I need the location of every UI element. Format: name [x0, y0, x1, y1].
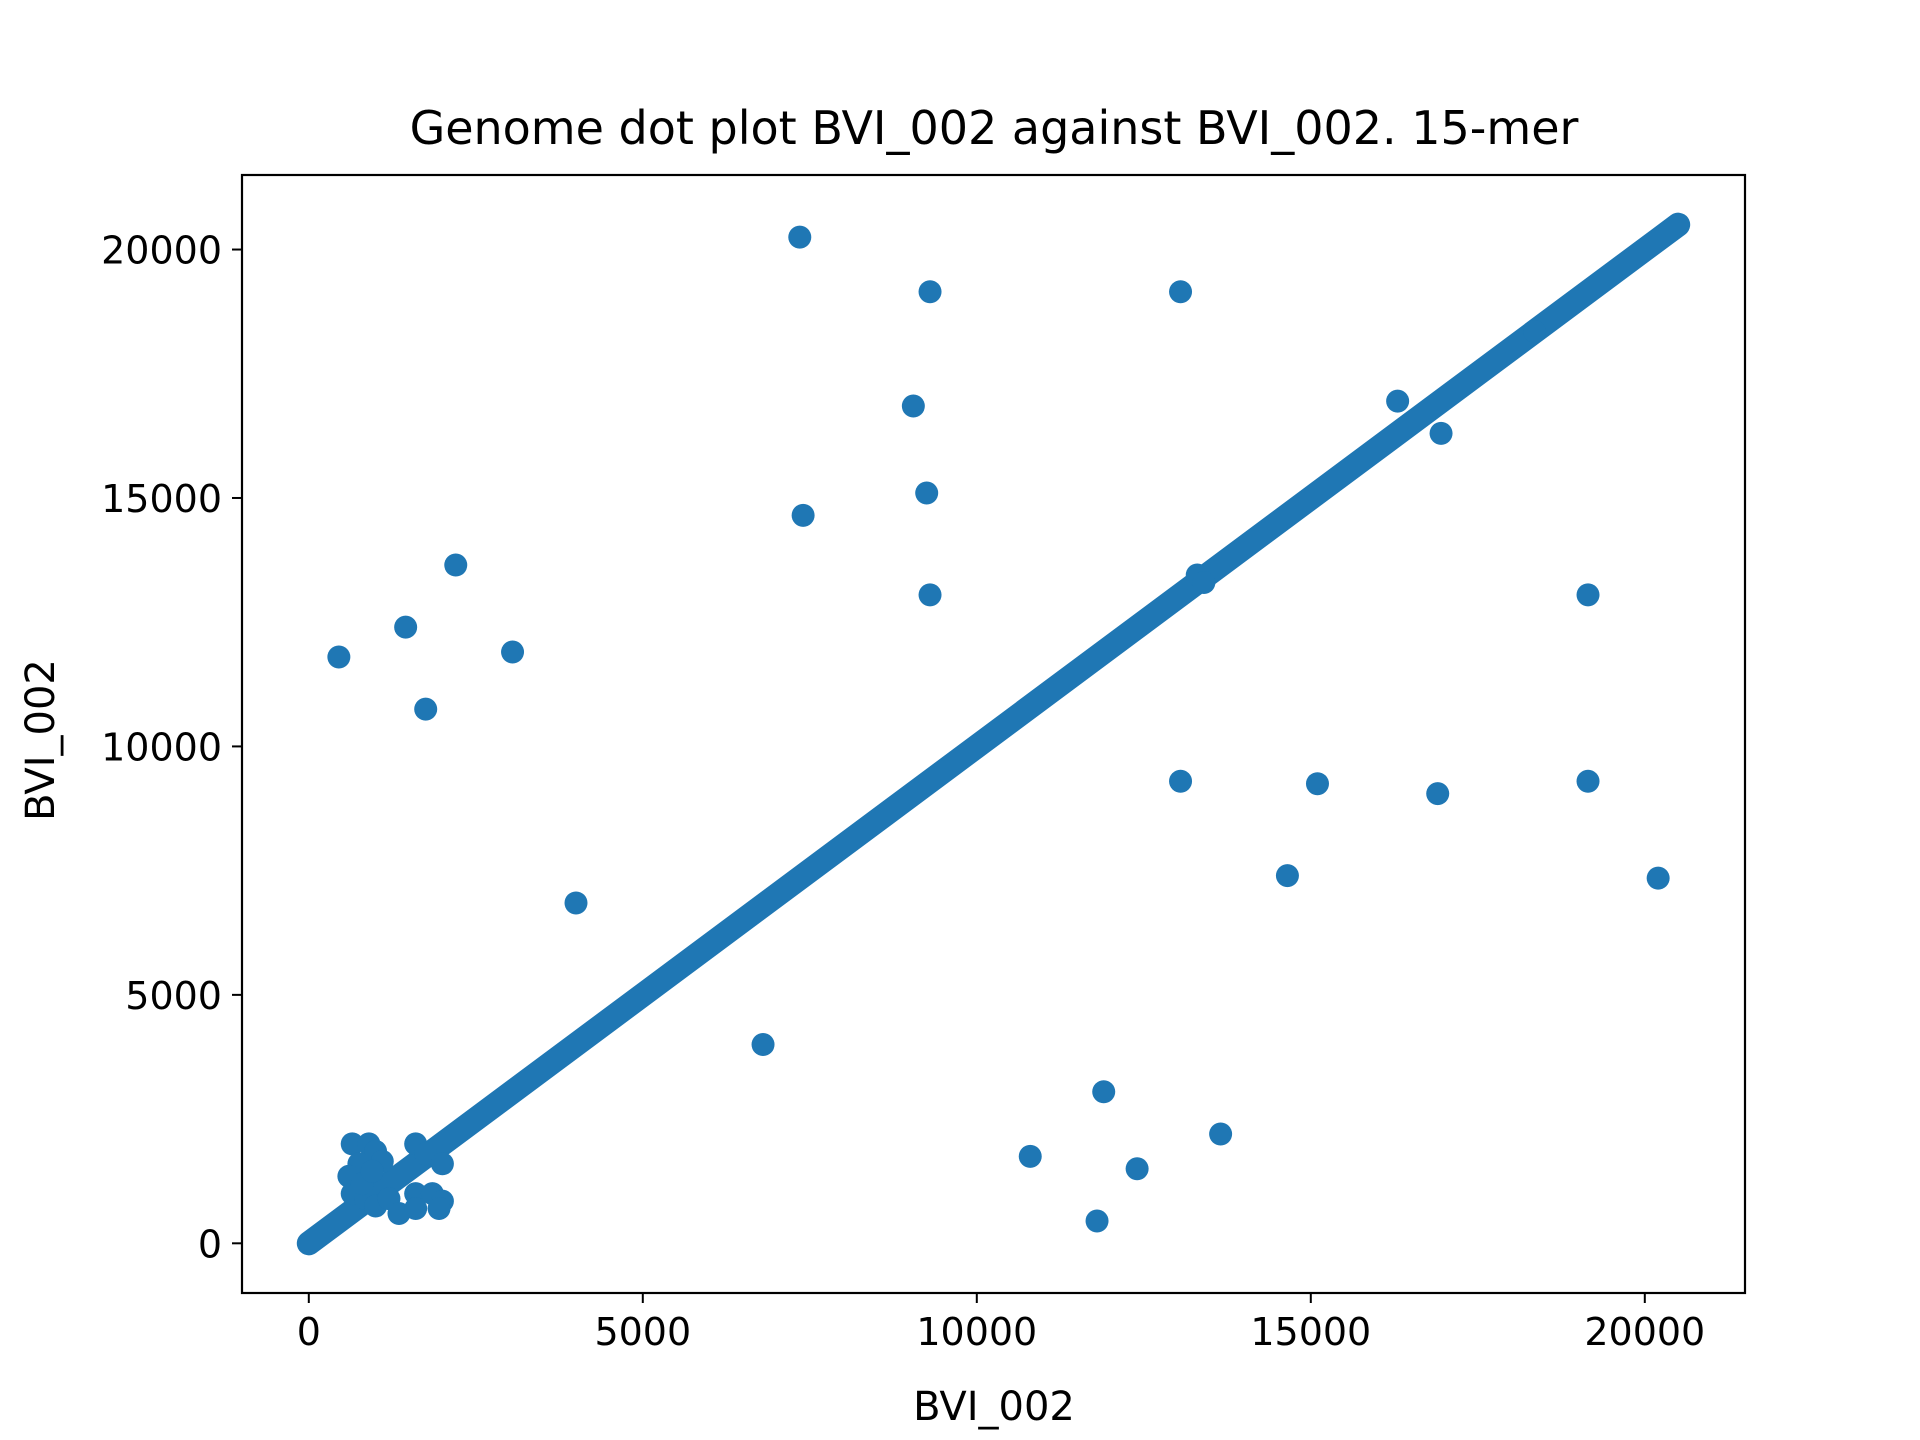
scatter-point	[430, 1152, 454, 1176]
x-tick-label: 10000	[916, 1310, 1037, 1354]
scatter-point	[1386, 389, 1410, 413]
x-tick-label: 15000	[1250, 1310, 1371, 1354]
scatter-point	[788, 225, 812, 249]
plot-data-group	[296, 212, 1691, 1256]
y-tick-label: 0	[198, 1222, 222, 1266]
chart-title: Genome dot plot BVI_002 against BVI_002.…	[410, 101, 1579, 155]
x-tick-label: 0	[297, 1310, 321, 1354]
plot-area	[296, 212, 1691, 1256]
scatter-point	[1426, 782, 1450, 806]
scatter-point	[564, 891, 588, 915]
scatter-point	[1169, 769, 1193, 793]
y-tick-label: 20000	[101, 229, 222, 273]
scatter-point	[751, 1033, 775, 1057]
scatter-point	[901, 394, 925, 418]
scatter-point	[404, 1197, 428, 1221]
scatter-point	[1305, 772, 1329, 796]
scatter-point	[1576, 769, 1600, 793]
y-tick-label: 5000	[125, 974, 222, 1018]
scatter-point	[340, 1132, 364, 1156]
scatter-point	[791, 503, 815, 527]
x-axis-label: BVI_002	[913, 1384, 1075, 1430]
scatter-point	[918, 583, 942, 607]
scatter-point	[1192, 570, 1216, 594]
scatter-point	[1018, 1144, 1042, 1168]
scatter-point	[414, 697, 438, 721]
scatter-point	[1169, 280, 1193, 304]
scatter-point	[1576, 583, 1600, 607]
scatter-point	[427, 1197, 451, 1221]
scatter-point	[327, 645, 351, 669]
diagonal-match-line	[296, 212, 1691, 1256]
x-tick-label: 20000	[1584, 1310, 1705, 1354]
scatter-point	[414, 1142, 438, 1166]
scatter-point	[444, 553, 468, 577]
axes: 0 5000 10000 15000 20000 0 5000 10000 15000 20000	[101, 173, 1747, 1354]
scatter-point	[1209, 1122, 1233, 1146]
scatter-point	[1523, 320, 1547, 344]
scatter-point	[1125, 1157, 1149, 1181]
y-axis-label: BVI_002	[18, 659, 64, 821]
axes-frame	[240, 173, 1747, 1295]
scatter-point	[918, 280, 942, 304]
scatter-point	[915, 481, 939, 505]
scatter-point	[501, 640, 525, 664]
scatter-point	[1275, 864, 1299, 888]
scatter-point	[1646, 866, 1670, 890]
x-tick-label: 5000	[594, 1310, 691, 1354]
scatter-point	[360, 1159, 384, 1183]
y-tick-label: 10000	[101, 725, 222, 769]
scatter-point	[1085, 1209, 1109, 1233]
scatter-point	[394, 615, 418, 639]
scatter-point	[1092, 1080, 1116, 1104]
y-tick-label: 15000	[101, 477, 222, 521]
scatter-point	[1429, 421, 1453, 445]
